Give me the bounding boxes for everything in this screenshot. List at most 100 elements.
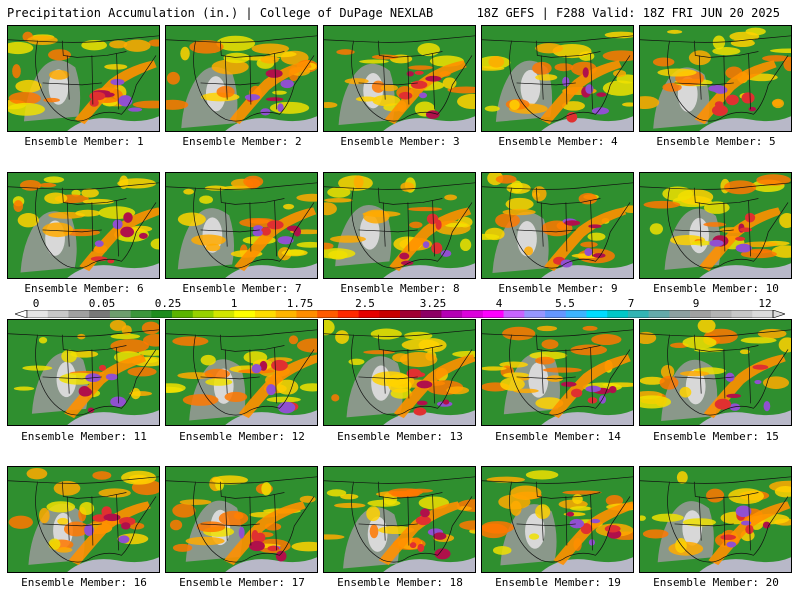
colorbar-swatch	[441, 310, 463, 318]
colorbar-swatch	[420, 310, 442, 318]
ensemble-member-map-7	[165, 172, 318, 279]
colorbar-swatch	[710, 310, 732, 318]
colorbar-swatch	[358, 310, 380, 318]
precip-map-graphic	[166, 173, 317, 278]
colorbar-swatch	[130, 310, 152, 318]
colorbar-tick-label: 0.25	[154, 297, 182, 310]
colorbar-swatch	[192, 310, 214, 318]
ensemble-member-map-10	[639, 172, 792, 279]
ensemble-member-label: Ensemble Member: 12	[179, 430, 305, 443]
colorbar-swatch	[648, 310, 670, 318]
ensemble-member-label: Ensemble Member: 8	[340, 282, 460, 295]
ensemble-member-label: Ensemble Member: 3	[340, 135, 460, 148]
ensemble-member-map-2	[165, 25, 318, 132]
colorbar-tick-label: 1.75	[286, 297, 314, 310]
colorbar-swatch	[213, 310, 235, 318]
model-run-valid-time: 18Z GEFS | F288 Valid: 18Z FRI JUN 20 20…	[476, 6, 780, 20]
colorbar-swatch	[109, 310, 131, 318]
colorbar-swatch	[586, 310, 608, 318]
ensemble-member-label: Ensemble Member: 6	[24, 282, 144, 295]
colorbar-tick-label: 5.5	[555, 297, 575, 310]
precip-map-graphic	[482, 467, 633, 572]
product-title: Precipitation Accumulation (in.) | Colle…	[7, 6, 434, 20]
ensemble-member-label: Ensemble Member: 2	[182, 135, 302, 148]
ensemble-member-label: Ensemble Member: 17	[179, 576, 305, 589]
colorbar-tick-label: 9	[692, 297, 700, 310]
ensemble-member-map-19	[481, 466, 634, 573]
precip-map-graphic	[166, 467, 317, 572]
ensemble-member-label: Ensemble Member: 13	[337, 430, 463, 443]
precip-map-graphic	[324, 26, 475, 131]
precip-map-graphic	[640, 320, 791, 425]
ensemble-member-label: Ensemble Member: 14	[495, 430, 621, 443]
colorbar-swatch	[379, 310, 401, 318]
ensemble-member-label: Ensemble Member: 11	[21, 430, 147, 443]
ensemble-member-label: Ensemble Member: 1	[24, 135, 144, 148]
precip-map-graphic	[8, 26, 159, 131]
colorbar-swatch	[503, 310, 525, 318]
colorbar-swatch	[731, 310, 753, 318]
colorbar-swatch	[524, 310, 546, 318]
ensemble-member-map-1	[7, 25, 160, 132]
precip-map-graphic	[8, 467, 159, 572]
precip-map-graphic	[166, 320, 317, 425]
precip-map-graphic	[8, 320, 159, 425]
colorbar-tick-label: 1	[230, 297, 238, 310]
colorbar-swatch	[607, 310, 629, 318]
ensemble-member-map-18	[323, 466, 476, 573]
ensemble-member-map-15	[639, 319, 792, 426]
ensemble-member-label: Ensemble Member: 18	[337, 576, 463, 589]
colorbar-swatch	[47, 310, 69, 318]
ensemble-member-map-3	[323, 25, 476, 132]
ensemble-member-map-11	[7, 319, 160, 426]
colorbar-tick-label: 2.5	[355, 297, 375, 310]
ensemble-member-map-17	[165, 466, 318, 573]
ensemble-member-map-6	[7, 172, 160, 279]
colorbar-tick-label: 3.25	[419, 297, 447, 310]
precip-map-graphic	[640, 467, 791, 572]
colorbar-swatch	[89, 310, 111, 318]
header: Precipitation Accumulation (in.) | Colle…	[0, 0, 800, 22]
colorbar-swatch	[690, 310, 712, 318]
ensemble-member-label: Ensemble Member: 20	[653, 576, 779, 589]
ensemble-member-label: Ensemble Member: 9	[498, 282, 618, 295]
colorbar-max-arrow	[772, 310, 785, 318]
colorbar-tick-label: 7	[627, 297, 635, 310]
colorbar-swatch	[172, 310, 194, 318]
precip-map-graphic	[8, 173, 159, 278]
colorbar-swatch	[296, 310, 318, 318]
precip-map-graphic	[640, 26, 791, 131]
colorbar-swatch	[565, 310, 587, 318]
ensemble-member-map-4	[481, 25, 634, 132]
colorbar-swatch	[151, 310, 173, 318]
ensemble-member-map-9	[481, 172, 634, 279]
precip-map-graphic	[324, 467, 475, 572]
colorbar-swatch	[752, 310, 774, 318]
colorbar-tick-label: 0.05	[88, 297, 116, 310]
ensemble-member-label: Ensemble Member: 19	[495, 576, 621, 589]
colorbar-strip	[15, 310, 785, 318]
colorbar-swatch	[545, 310, 567, 318]
colorbar-swatch	[254, 310, 276, 318]
precip-map-graphic	[324, 173, 475, 278]
colorbar-tick-label: 0	[32, 297, 40, 310]
colorbar-swatch	[462, 310, 484, 318]
colorbar-swatch	[482, 310, 504, 318]
ensemble-member-label: Ensemble Member: 4	[498, 135, 618, 148]
colorbar-swatch	[337, 310, 359, 318]
precip-map-graphic	[640, 173, 791, 278]
ensemble-member-label: Ensemble Member: 7	[182, 282, 302, 295]
colorbar-swatch	[234, 310, 256, 318]
ensemble-member-map-14	[481, 319, 634, 426]
ensemble-member-map-5	[639, 25, 792, 132]
colorbar-svg	[15, 310, 785, 318]
precip-map-graphic	[482, 320, 633, 425]
colorbar-swatch	[275, 310, 297, 318]
ensemble-member-label: Ensemble Member: 15	[653, 430, 779, 443]
ensemble-member-map-20	[639, 466, 792, 573]
colorbar-swatch	[317, 310, 339, 318]
ensemble-member-label: Ensemble Member: 16	[21, 576, 147, 589]
precip-map-graphic	[482, 26, 633, 131]
ensemble-member-map-8	[323, 172, 476, 279]
precip-map-graphic	[166, 26, 317, 131]
